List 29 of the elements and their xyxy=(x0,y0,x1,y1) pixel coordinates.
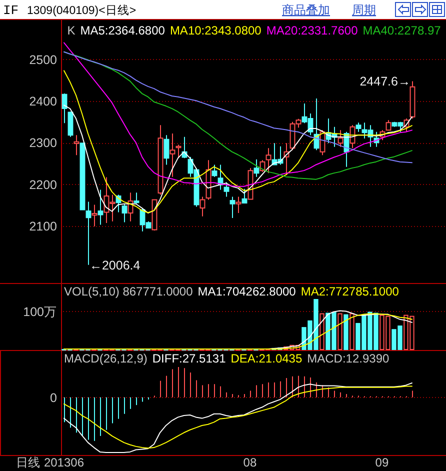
chart-title: VOL(5,10) 867771.0000 xyxy=(64,284,194,298)
text: MA5:2364.6800 xyxy=(80,24,166,38)
text: 商品叠加 xyxy=(282,3,330,17)
text: MA10:2343.0800 xyxy=(170,24,262,38)
series-label: MA2:772785.1000 xyxy=(300,284,400,298)
chart-title: MACD(26,12,9) xyxy=(64,352,148,366)
text: MA20:2331.7600 xyxy=(266,24,358,38)
legend-title: K xyxy=(67,24,76,38)
x-tick-label: 09 xyxy=(375,456,389,470)
y-tick-label: 2200 xyxy=(29,178,58,192)
x-tick-label: 201306 xyxy=(44,456,84,470)
y-tick-label: 2100 xyxy=(29,219,58,234)
chart-title: IF xyxy=(3,3,19,18)
x-axis-title: 日线 xyxy=(16,456,40,470)
y-tick-label: 2400 xyxy=(29,94,58,109)
ref-line-label: 100万 xyxy=(23,305,57,319)
text: DIFF:27.5131 xyxy=(152,352,226,366)
y-tick-label: 2300 xyxy=(29,136,58,150)
annotation: ←2006.4 xyxy=(89,258,140,272)
y-tick-label: 2500 xyxy=(29,52,58,67)
text: DEA:21.0435 xyxy=(230,352,302,366)
chart-subtitle: 1309(040109)<日线> xyxy=(27,4,136,17)
text: MA40:2278.97 xyxy=(362,24,442,38)
text: 周期 xyxy=(352,3,376,17)
series-label: MACD:12.9390 xyxy=(307,352,390,366)
text: MA1:704262.8000 xyxy=(198,284,296,298)
annotation: 2447.6→ xyxy=(360,74,410,89)
ref-line-label: 0 xyxy=(50,391,58,405)
x-tick-label: 08 xyxy=(243,456,257,470)
